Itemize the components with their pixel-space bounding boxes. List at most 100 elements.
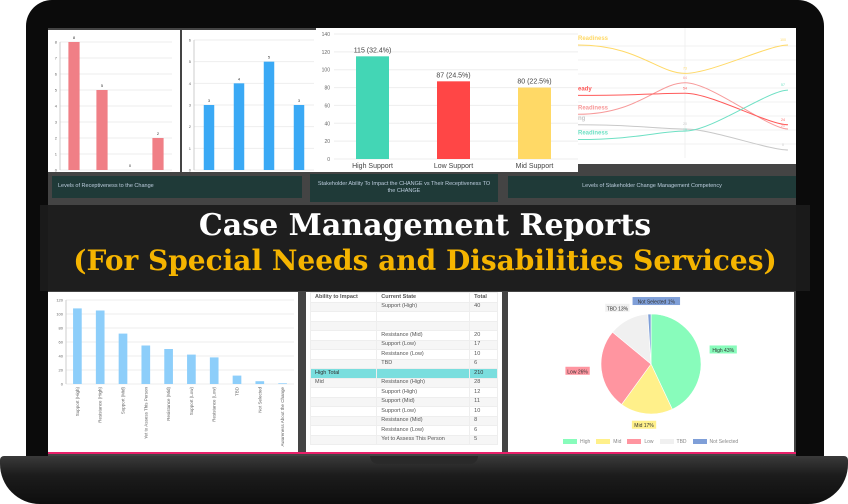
pie-label: Low 26% — [567, 369, 588, 375]
table-row: Support (High) 40 — [309, 301, 498, 312]
pie-label-box — [709, 345, 737, 354]
chart-panel-competency-pie: High 43% Mid 17% Low 26% TBD 13% Not Selecte… — [508, 292, 794, 452]
y-tick-label: 0 — [61, 382, 64, 387]
table-cell — [309, 406, 378, 417]
point-label: 100 — [780, 38, 786, 42]
bar — [263, 61, 275, 170]
y-tick-label: 140 — [322, 32, 331, 38]
x-tick-label: Yet to Assess This Person — [143, 387, 148, 440]
table-cell — [309, 311, 378, 322]
table-cell: 20 — [469, 330, 498, 341]
bar — [96, 90, 108, 170]
legend-swatch — [659, 439, 674, 445]
table-cell — [469, 320, 498, 331]
blue-bar-chart: 0 1 2 3 4 5 6 3 4 5 3 — [189, 38, 314, 173]
table-cell — [469, 311, 498, 322]
table-cell: 28 — [469, 377, 498, 388]
y-tick-label: 2 — [189, 124, 192, 129]
legend-label: High — [580, 439, 591, 445]
chart-panel-red-bars: 0 1 2 3 4 5 6 7 8 8 5 0 2 — [48, 30, 180, 173]
impact-table: Ability to Impact Current State Total Suppo… — [309, 292, 498, 445]
laptop-base — [0, 456, 848, 504]
point-label: 0 — [782, 143, 784, 147]
y-tick-label: 40 — [59, 354, 64, 359]
table-cell: Resistance (Low) — [376, 425, 471, 436]
legend-item[interactable]: High — [563, 439, 590, 445]
table-cell: Support (Mid) — [376, 396, 471, 407]
x-tick-label: Not Selected — [257, 387, 262, 413]
point-label: 20 — [683, 122, 687, 126]
table-cell: 6 — [469, 358, 498, 369]
bar — [141, 345, 151, 384]
series-line — [577, 44, 789, 74]
y-tick-label: 8 — [55, 40, 58, 45]
receptiveness-bar-chart: 0 20 40 60 80 100 120 Support (High) Resistance … — [56, 298, 294, 446]
y-tick-label: 0 — [189, 168, 192, 173]
table-cell: 5 — [469, 434, 498, 445]
legend-label: Not Selected — [709, 439, 739, 445]
legend-label: Low — [644, 439, 654, 445]
legend-item[interactable]: TBD — [659, 439, 687, 445]
x-tick-label: TBD — [235, 386, 240, 396]
table-cell: 8 — [469, 415, 498, 426]
point-label: 18 — [683, 128, 687, 132]
y-tick-label: 40 — [324, 121, 330, 127]
series-label: ng — [578, 116, 586, 122]
legend-item[interactable]: Mid — [596, 439, 621, 445]
table-cell — [376, 311, 471, 322]
table-row: Resistance (Mid) 20 — [309, 330, 498, 341]
y-tick-label: 5 — [55, 88, 58, 93]
series-line — [577, 92, 789, 126]
x-tick-label: High Support — [352, 163, 393, 170]
table-cell — [309, 339, 378, 350]
table-cell: 12 — [469, 387, 498, 398]
x-tick-label: Low Support — [434, 163, 473, 170]
pie-label: Mid 17% — [634, 423, 654, 429]
table-cell: Resistance (Mid) — [376, 330, 471, 341]
table-row: Resistance (Mid) 8 — [309, 415, 498, 426]
x-tick-label: Resistance (High) — [98, 387, 103, 423]
data-label: 115 (32.4%) — [354, 47, 392, 54]
chart-panel-readiness-lines: Readiness eady Readiness ng Readiness 73 64 54 2… — [577, 28, 796, 164]
pie-label: High 43% — [712, 348, 734, 354]
bar — [356, 56, 389, 159]
legend-item[interactable]: Not Selected — [692, 439, 739, 445]
table-row: Resistance (Low) 10 — [309, 349, 498, 360]
table-row: Support (Low) 17 — [309, 339, 498, 350]
table-row: High Total 210 — [309, 368, 498, 379]
data-label: 3 — [298, 98, 301, 103]
pie-label-box — [565, 366, 590, 375]
bar — [293, 105, 305, 170]
y-tick-label: 5 — [189, 59, 192, 64]
pie-label-box — [605, 303, 630, 312]
card-title-receptiveness: Levels of Receptiveness to the Change — [52, 176, 302, 198]
data-label: 3 — [208, 98, 211, 103]
legend-label: Mid — [613, 439, 622, 445]
table-row: Mid Resistance (High) 28 — [309, 377, 498, 388]
y-tick-label: 3 — [55, 120, 58, 125]
table-header: Total — [469, 292, 498, 303]
pie-label: Not Selected 1% — [638, 300, 676, 306]
accent-line — [48, 452, 796, 454]
bar — [73, 308, 82, 384]
bar — [203, 105, 215, 170]
legend-label: TBD — [676, 439, 687, 445]
table-cell — [309, 425, 378, 436]
bar — [209, 357, 219, 384]
series-line — [577, 89, 789, 140]
legend-item[interactable]: Low — [627, 439, 654, 445]
series-label: Readiness — [578, 36, 609, 42]
table-cell: Support (High) — [376, 387, 471, 398]
y-tick-label: 120 — [56, 298, 63, 303]
table-row: Support (Low) 10 — [309, 406, 498, 417]
pie-label-box — [631, 420, 657, 429]
y-tick-label: 1 — [55, 152, 58, 157]
table-cell: High Total — [309, 368, 378, 379]
bar — [68, 42, 80, 170]
bar — [187, 354, 196, 384]
laptop-notch — [370, 456, 478, 464]
bar — [255, 381, 265, 384]
y-tick-label: 60 — [59, 340, 64, 345]
y-tick-label: 4 — [189, 81, 192, 86]
table-row: Resistance (Low) 6 — [309, 425, 498, 436]
